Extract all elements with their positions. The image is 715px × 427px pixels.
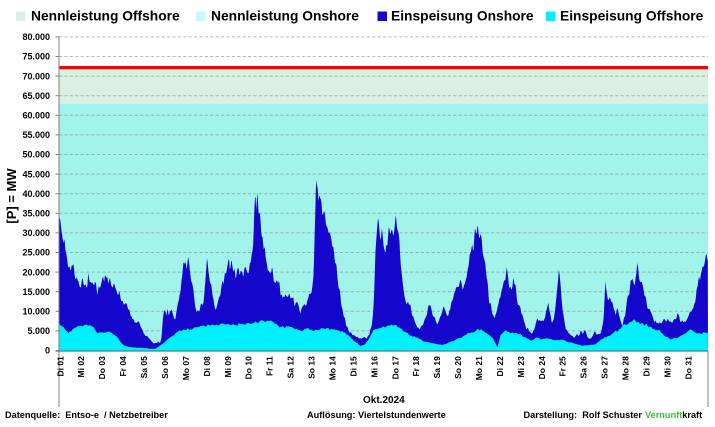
svg-text:Nennleistung Offshore: Nennleistung Offshore [31, 9, 180, 24]
svg-text:Fr 11: Fr 11 [265, 356, 275, 376]
svg-text:Mi 30: Mi 30 [662, 356, 672, 378]
svg-text:40.000: 40.000 [22, 189, 50, 199]
svg-text:5.000: 5.000 [27, 326, 50, 336]
svg-text:So 27: So 27 [600, 356, 610, 379]
svg-text:Auflösung: Viertelstundenwerte: Auflösung: Viertelstundenwerte [307, 410, 446, 420]
svg-text:Sa 19: Sa 19 [432, 356, 442, 378]
svg-text:Do 03: Do 03 [97, 356, 107, 379]
svg-text:50.000: 50.000 [22, 150, 50, 160]
svg-text:Mo 28: Mo 28 [621, 356, 631, 380]
svg-text:Mo 21: Mo 21 [474, 356, 484, 380]
svg-text:0: 0 [45, 346, 50, 356]
svg-text:Vernunftkraft: Vernunftkraft [645, 410, 702, 420]
svg-text:Di 22: Di 22 [495, 356, 505, 377]
svg-text:Sa 05: Sa 05 [139, 356, 149, 378]
svg-text:Di 15: Di 15 [348, 356, 358, 377]
svg-text:Fr 25: Fr 25 [558, 356, 568, 377]
svg-text:Mi 02: Mi 02 [76, 356, 86, 378]
svg-text:Do 31: Do 31 [683, 356, 693, 379]
svg-text:Mi 09: Mi 09 [223, 356, 233, 378]
svg-text:65.000: 65.000 [22, 91, 50, 101]
svg-text:So 13: So 13 [307, 356, 317, 379]
svg-text:Di 08: Di 08 [202, 356, 212, 377]
svg-text:35.000: 35.000 [22, 209, 50, 219]
svg-text:So 20: So 20 [453, 356, 463, 379]
svg-text:80.000: 80.000 [22, 32, 50, 42]
svg-text:Darstellung: Rolf Schuster: Darstellung: Rolf Schuster [524, 410, 643, 420]
svg-text:30.000: 30.000 [22, 228, 50, 238]
svg-text:Mo 14: Mo 14 [328, 356, 338, 380]
svg-text:Do 24: Do 24 [537, 356, 547, 379]
svg-text:20.000: 20.000 [22, 267, 50, 277]
svg-text:Mo 07: Mo 07 [181, 356, 191, 380]
svg-text:55.000: 55.000 [22, 130, 50, 140]
svg-text:Di 29: Di 29 [642, 356, 652, 377]
svg-text:Do 17: Do 17 [390, 356, 400, 379]
svg-text:Einspeisung Offshore: Einspeisung Offshore [560, 9, 704, 24]
svg-text:70.000: 70.000 [22, 71, 50, 81]
svg-text:[P] = MW: [P] = MW [4, 168, 19, 224]
svg-text:Datenquelle: Entso-e / Netzb: Datenquelle: Entso-e / Netzbetreiber [5, 410, 168, 420]
svg-text:15.000: 15.000 [22, 287, 50, 297]
svg-text:Do 10: Do 10 [244, 356, 254, 379]
svg-text:10.000: 10.000 [22, 307, 50, 317]
svg-text:45.000: 45.000 [22, 169, 50, 179]
svg-text:60.000: 60.000 [22, 111, 50, 121]
svg-text:Mi 16: Mi 16 [369, 356, 379, 378]
svg-text:Fr 18: Fr 18 [411, 356, 421, 377]
svg-text:Fr 04: Fr 04 [118, 356, 128, 377]
svg-text:75.000: 75.000 [22, 52, 50, 62]
svg-text:Nennleistung Onshore: Nennleistung Onshore [211, 9, 359, 24]
svg-text:Sa 12: Sa 12 [286, 356, 296, 378]
svg-text:So 06: So 06 [160, 356, 170, 379]
svg-text:25.000: 25.000 [22, 248, 50, 258]
svg-text:Mi 23: Mi 23 [516, 356, 526, 378]
svg-text:Okt.2024: Okt.2024 [363, 395, 405, 406]
svg-text:Di 01: Di 01 [55, 356, 65, 377]
svg-text:Sa 26: Sa 26 [579, 356, 589, 378]
svg-text:Einspeisung Onshore: Einspeisung Onshore [391, 9, 534, 24]
